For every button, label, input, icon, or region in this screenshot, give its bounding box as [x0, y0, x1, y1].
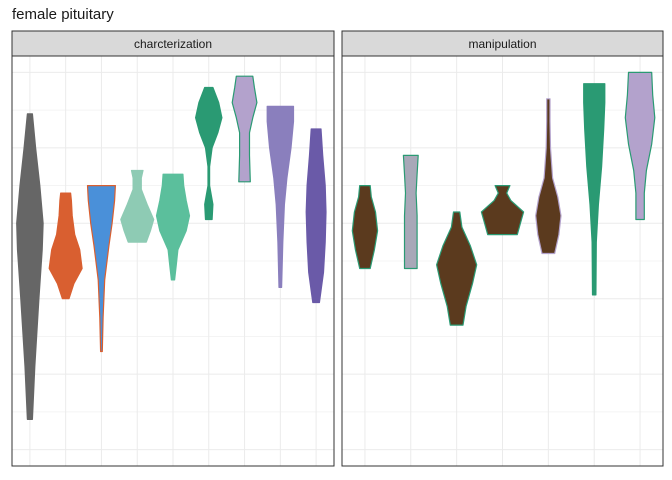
violin-1-4 — [120, 169, 155, 243]
panel-border — [341, 55, 664, 467]
violin-1-8 — [266, 105, 295, 288]
violin-1-5 — [155, 173, 191, 281]
facet-strip-label: manipulation — [468, 37, 536, 51]
violin-1-9 — [305, 128, 327, 304]
violin-1-1 — [16, 113, 44, 420]
violin-2-4 — [480, 185, 525, 236]
violin-2-1 — [351, 185, 379, 270]
violin-2-3 — [436, 211, 478, 326]
violin-2-2 — [402, 154, 419, 270]
violin-1-3 — [86, 185, 116, 353]
violin-2-5 — [535, 98, 562, 255]
violin-1-6 — [195, 86, 223, 221]
chart-title: female pituitary — [12, 6, 114, 23]
violin-2-7 — [624, 71, 656, 221]
panel-border — [11, 55, 335, 467]
violin-1-7 — [231, 75, 258, 183]
violin-2-6 — [583, 83, 606, 296]
facet-strip-label: charcterization — [134, 37, 212, 51]
facet-panel-1: charcterization — [11, 30, 335, 467]
facet-panel-2: manipulation — [341, 30, 664, 467]
facet-strip — [11, 30, 335, 57]
violin-1-2 — [48, 192, 83, 300]
